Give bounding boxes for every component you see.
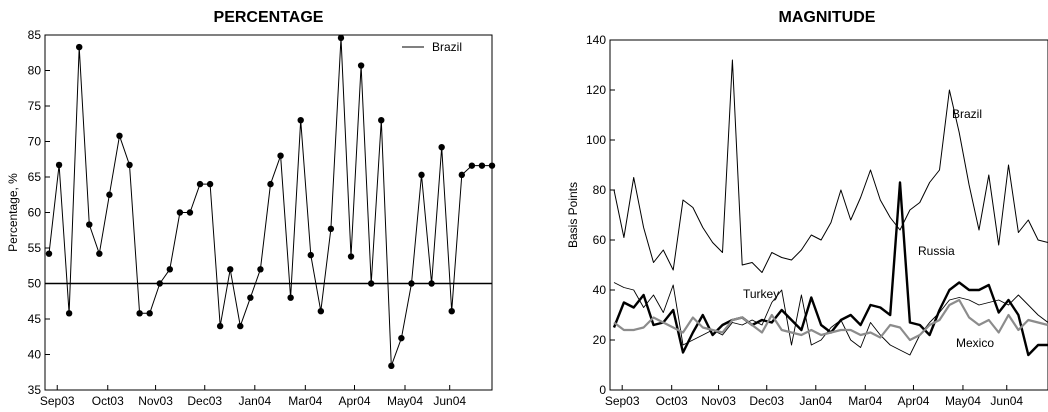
chart2-xtick-label: Sep03: [605, 394, 640, 408]
chart1-ytick-label: 45: [28, 312, 42, 326]
chart1-xtick-label: Sep03: [40, 394, 75, 408]
chart1-series-brazil-point: [156, 280, 163, 287]
chart2-ytick-label: 80: [593, 183, 607, 197]
chart1-series-brazil-point: [227, 266, 234, 273]
chart2-xtick-label: Dec03: [749, 394, 784, 408]
chart1-series-brazil-line: [48, 37, 492, 367]
chart2-ytick-label: 100: [586, 133, 606, 147]
chart2-ytick-label: 60: [593, 233, 607, 247]
chart1-ytick-label: 80: [28, 64, 42, 78]
chart1-xtick-label: Mar04: [288, 394, 322, 408]
chart1-series-brazil-point: [116, 132, 123, 140]
chart1-xtick-label: Dec03: [187, 394, 222, 408]
chart2-series-turkey-line: [613, 282, 1048, 356]
chart1-xtick-label: May04: [387, 394, 423, 408]
chart1-series-brazil-point: [458, 171, 465, 179]
chart1-series-brazil-point: [388, 362, 395, 370]
chart2-annotation-russia: Russia: [918, 244, 955, 258]
chart1-series-brazil-point: [357, 62, 365, 69]
chart1-xtick-label: Nov03: [138, 394, 173, 408]
chart1-xtick-label: Jan04: [238, 394, 271, 408]
chart1-series-brazil-point: [277, 152, 284, 159]
chart2-annotation-brazil: Brazil: [952, 107, 982, 121]
chart2-annotation-mexico: Mexico: [956, 336, 994, 350]
chart1-series-brazil-point: [418, 171, 425, 179]
chart1-series-brazil-point: [307, 251, 314, 259]
chart1-series-brazil-point: [488, 162, 496, 169]
chart2-ylabel: Basis Points: [566, 182, 580, 248]
chart1-series-brazil-point: [287, 294, 294, 301]
chart1-series-brazil-point: [438, 143, 445, 151]
chart1-ylabel: Percentage, %: [6, 173, 20, 252]
chart1-ytick-label: 65: [28, 170, 42, 184]
chart1-series-brazil-point: [216, 322, 224, 330]
chart1-series-brazil-point: [166, 266, 174, 273]
chart1-series-brazil-point: [398, 334, 405, 342]
chart1-series-brazil-point: [247, 294, 254, 301]
chart1-series-brazil-point: [237, 322, 244, 330]
chart1-series-brazil-point: [317, 307, 325, 315]
chart1-series-brazil-point: [176, 209, 184, 216]
chart1-series-brazil-point: [45, 250, 53, 257]
chart1-title: PERCENTAGE: [214, 9, 324, 26]
chart1-ytick-label: 70: [28, 135, 42, 149]
chart2-ytick-label: 20: [593, 333, 607, 347]
chart1-xtick-label: Apr04: [338, 394, 370, 408]
chart1-series-brazil-point: [297, 117, 304, 124]
chart1-series-brazil-point: [106, 191, 113, 198]
chart1-series-brazil-point: [468, 162, 476, 169]
chart1-ytick-label: 60: [28, 206, 42, 220]
chart2-xtick-label: Jan04: [799, 394, 832, 408]
chart1-series-brazil-point: [196, 180, 204, 188]
chart1-ytick-label: 75: [28, 99, 42, 113]
chart2-xtick-label: Apr04: [897, 394, 929, 408]
chart1-series-brazil-point: [267, 180, 274, 188]
chart2-title: MAGNITUDE: [779, 9, 876, 26]
chart2-xtick-label: Oct03: [656, 394, 688, 408]
chart1-ytick-label: 50: [28, 277, 42, 291]
chart2-series-mexico-line: [613, 298, 1048, 342]
chart1-series-brazil-point: [136, 310, 143, 317]
chart1-series-brazil-point: [186, 209, 194, 216]
chart1-series-brazil-point: [206, 180, 214, 188]
chart1-series-brazil-point: [428, 280, 435, 287]
chart1-ytick-label: 40: [28, 348, 42, 362]
chart1-series-brazil-point: [408, 280, 415, 287]
chart1-xtick-label: Jun04: [433, 394, 466, 408]
chart2-xtick-label: Mar04: [848, 394, 882, 408]
chart1-series-brazil-point: [126, 161, 133, 169]
chart1-series-brazil-point: [478, 162, 486, 169]
chart1-series-brazil-point: [55, 161, 63, 169]
chart1-xtick-label: Oct03: [92, 394, 124, 408]
chart1-ytick-label: 85: [28, 28, 42, 42]
chart1-series-brazil-point: [347, 253, 355, 260]
chart1-series-brazil-point: [378, 117, 385, 124]
chart2-ytick-label: 0: [599, 383, 606, 397]
chart2-xtick-label: Nov03: [701, 394, 736, 408]
chart1-series-brazil-point: [448, 307, 455, 315]
chart2-ytick-label: 120: [586, 83, 606, 97]
chart1-series-brazil-point: [257, 266, 264, 273]
chart1-series-brazil-point: [367, 280, 375, 287]
chart2-series-brazil-line: [613, 59, 1048, 273]
chart1-legend-label: Brazil: [432, 40, 462, 54]
chart2-ytick-label: 40: [593, 283, 607, 297]
chart2-xtick-label: May04: [945, 394, 981, 408]
chart1-ytick-label: 35: [28, 383, 42, 397]
chart2-plot-frame: [609, 39, 1048, 391]
chart1-series-brazil-point: [96, 250, 103, 257]
chart2-ytick-label: 140: [586, 33, 606, 47]
chart1-series-brazil-point: [327, 225, 335, 233]
chart1-series-brazil-point: [76, 43, 83, 51]
chart1-series-brazil-point: [337, 34, 345, 42]
chart1-series-brazil-point: [65, 310, 73, 317]
chart2-annotation-turkey: Turkey: [743, 287, 779, 301]
chart2-xtick-label: Jun04: [990, 394, 1023, 408]
chart1-ytick-label: 55: [28, 241, 42, 255]
chart1-series-brazil-point: [146, 310, 153, 317]
chart1-series-brazil-point: [86, 221, 93, 228]
